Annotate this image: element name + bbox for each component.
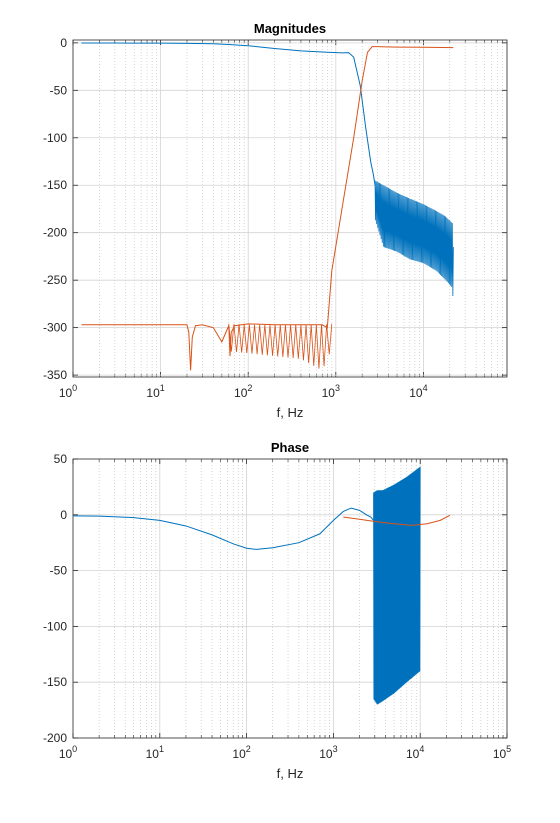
magnitude-series-orange-oscillation [228,323,333,369]
phase-x-tick-label: 102 [232,744,250,761]
phase-y-tick-label: -50 [50,564,68,578]
phase-x-tick-label: 104 [406,744,424,761]
phase-series-blue-line [73,507,374,550]
magnitude-series-blue-oscillation [374,180,454,296]
magnitude-y-tick-label: -350 [43,368,67,382]
magnitude-axes: 100 101 102 103 104 0 -50 -100 -150 -200 -250 -300 -… [43,21,508,420]
phase-series-blue-oscillation [373,466,421,705]
phase-x-axis-label: f, Hz [277,766,304,781]
magnitude-y-tick-label: -250 [43,273,67,287]
magnitude-series-group [81,42,454,371]
phase-x-tick-label: 103 [319,744,337,761]
magnitude-x-tick-label: 104 [409,383,427,400]
phase-x-tick-label: 101 [146,744,164,761]
magnitude-series-blue-line [81,42,376,186]
magnitude-x-tick-label: 103 [322,383,340,400]
magnitude-title: Magnitudes [254,21,326,36]
phase-plot-area [72,458,508,739]
phase-y-tick-label: -100 [43,619,67,633]
phase-y-tick-label: -200 [43,731,67,745]
magnitude-y-tick-label: 0 [60,36,67,50]
phase-y-tick-label: 50 [54,452,68,466]
phase-title: Phase [271,440,309,455]
magnitude-y-tick-label: -200 [43,226,67,240]
magnitude-x-tick-label: 101 [146,383,164,400]
phase-x-tick-label: 100 [59,744,77,761]
phase-axes: 100 101 102 103 104 105 50 0 -50 -100 -150 -200 Phas… [43,440,511,781]
magnitude-series-orange-line [81,46,454,371]
phase-y-tick-label: -150 [43,675,67,689]
magnitude-y-tick-label: -100 [43,131,67,145]
magnitude-x-tick-label: 102 [234,383,252,400]
magnitude-y-tick-label: -300 [43,321,67,335]
magnitude-y-tick-label: -50 [50,83,68,97]
phase-series-orange-line [343,514,451,526]
magnitude-x-tick-label: 100 [59,383,77,400]
magnitude-x-axis-label: f, Hz [277,405,304,420]
phase-y-tick-label: 0 [60,508,67,522]
phase-series-group [73,466,451,705]
phase-x-tick-label: 105 [493,744,511,761]
magnitude-y-tick-label: -150 [43,178,67,192]
